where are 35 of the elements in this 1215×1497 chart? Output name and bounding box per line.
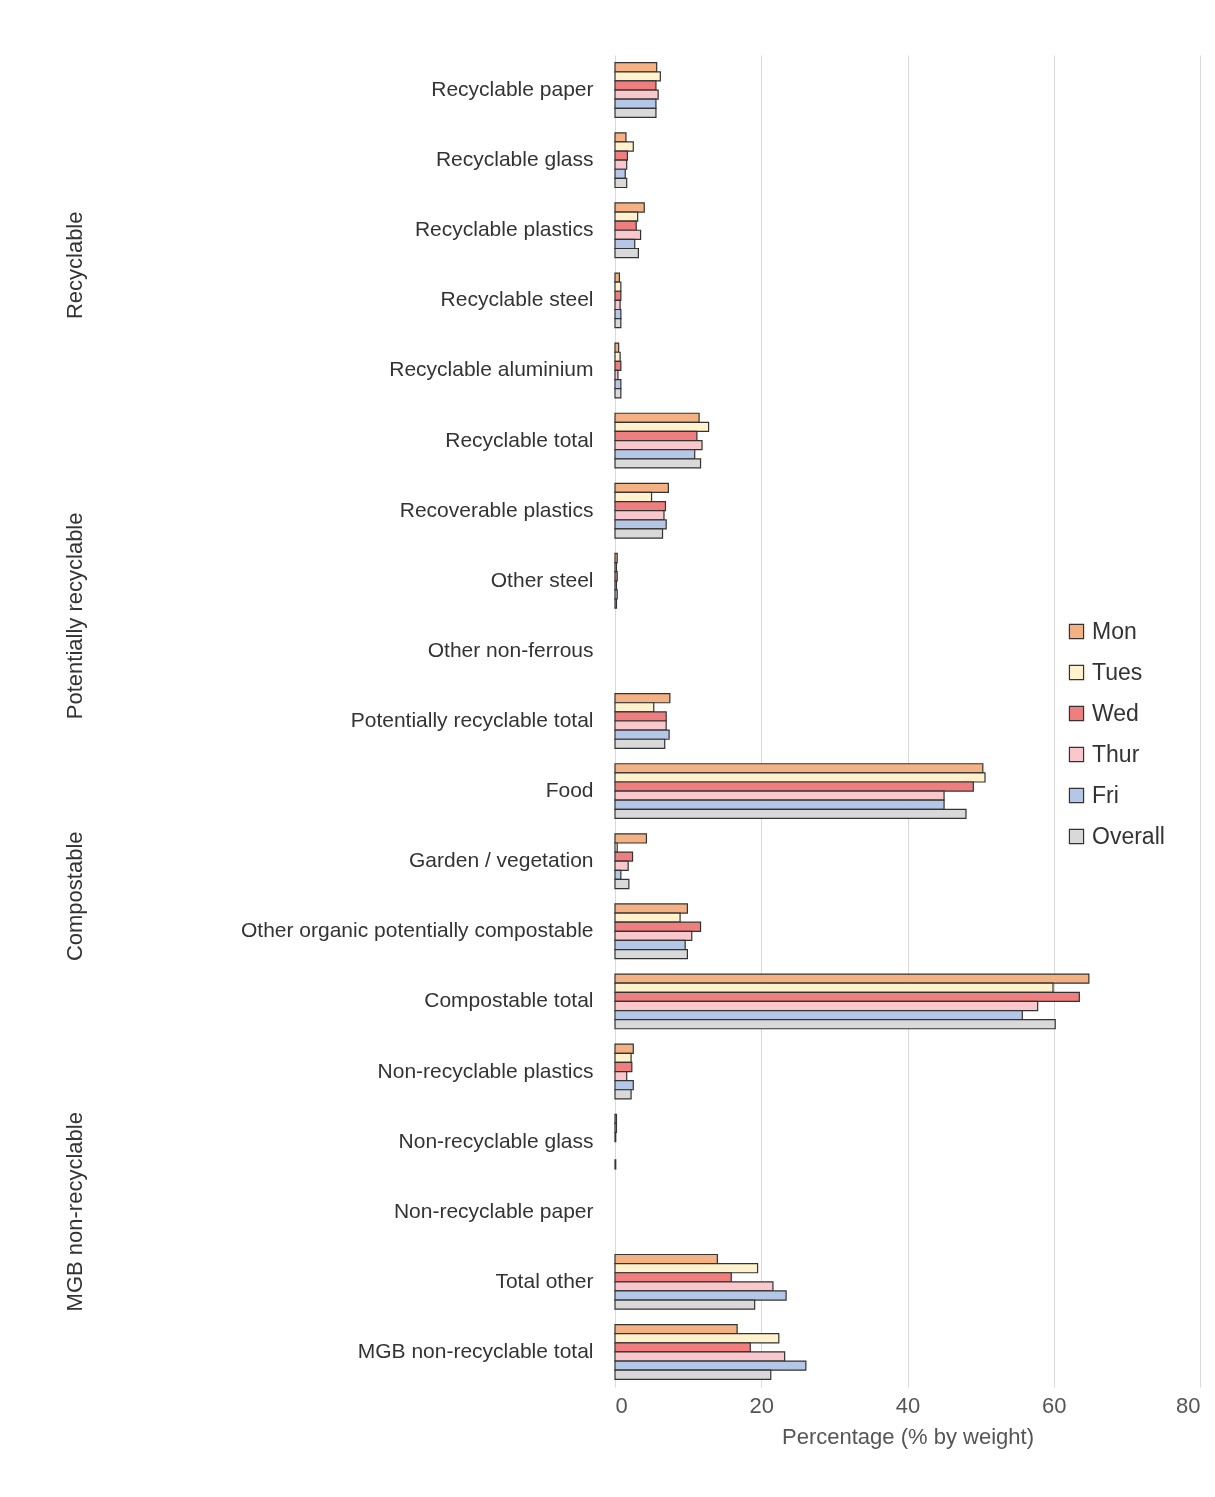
y-tick-label: Other organic potentially compostable <box>240 918 594 942</box>
legend-label: Wed <box>1092 699 1139 726</box>
legend-label: Overall <box>1092 822 1165 849</box>
legend-label: Mon <box>1092 617 1137 644</box>
y-tick-label: Food <box>545 778 594 802</box>
y-tick-label: Recyclable aluminium <box>389 357 594 381</box>
text: MGB non-recyclable <box>62 1112 87 1312</box>
y-tick-label: Garden / vegetation <box>409 848 594 872</box>
y-tick-label: Total other <box>495 1268 594 1292</box>
y-tick-label: Other non-ferrous <box>427 637 594 661</box>
x-tick-label: 80 <box>1176 1392 1201 1418</box>
y-tick-label: Recyclable steel <box>440 287 594 311</box>
x-tick-label: 40 <box>895 1392 921 1418</box>
x-tick-label: 0 <box>615 1392 628 1418</box>
legend-label: Tues <box>1092 658 1143 685</box>
y-tick-label: Non-recyclable glass <box>398 1128 594 1152</box>
legend-label: Thur <box>1092 740 1140 767</box>
x-tick-label: 20 <box>749 1392 774 1418</box>
y-tick-label: Compostable total <box>424 988 594 1012</box>
y-tick-label: Non-recyclable plastics <box>377 1058 594 1082</box>
y-tick-label: Other steel <box>490 567 594 591</box>
y-tick-label: Recoverable plastics <box>399 497 594 521</box>
x-axis-title: Percentage (% by weight) <box>782 1423 1034 1449</box>
y-tick-label: Non-recyclable paper <box>393 1198 594 1222</box>
y-tick-label: Recyclable total <box>445 427 594 451</box>
x-tick-label: 60 <box>1042 1392 1067 1418</box>
y-tick-label: Potentially recyclable total <box>350 708 594 731</box>
y-tick-label: Recyclable plastics <box>414 217 594 241</box>
legend-label: Fri <box>1092 781 1119 808</box>
text: Compostable <box>62 831 87 962</box>
text: Recyclable <box>62 211 87 320</box>
text: Potentially recyclable <box>62 512 87 720</box>
y-tick-label: Recyclable paper <box>431 77 594 101</box>
y-tick-label: MGB non-recyclable total <box>357 1338 594 1362</box>
y-tick-label: Recyclable glass <box>435 147 594 171</box>
